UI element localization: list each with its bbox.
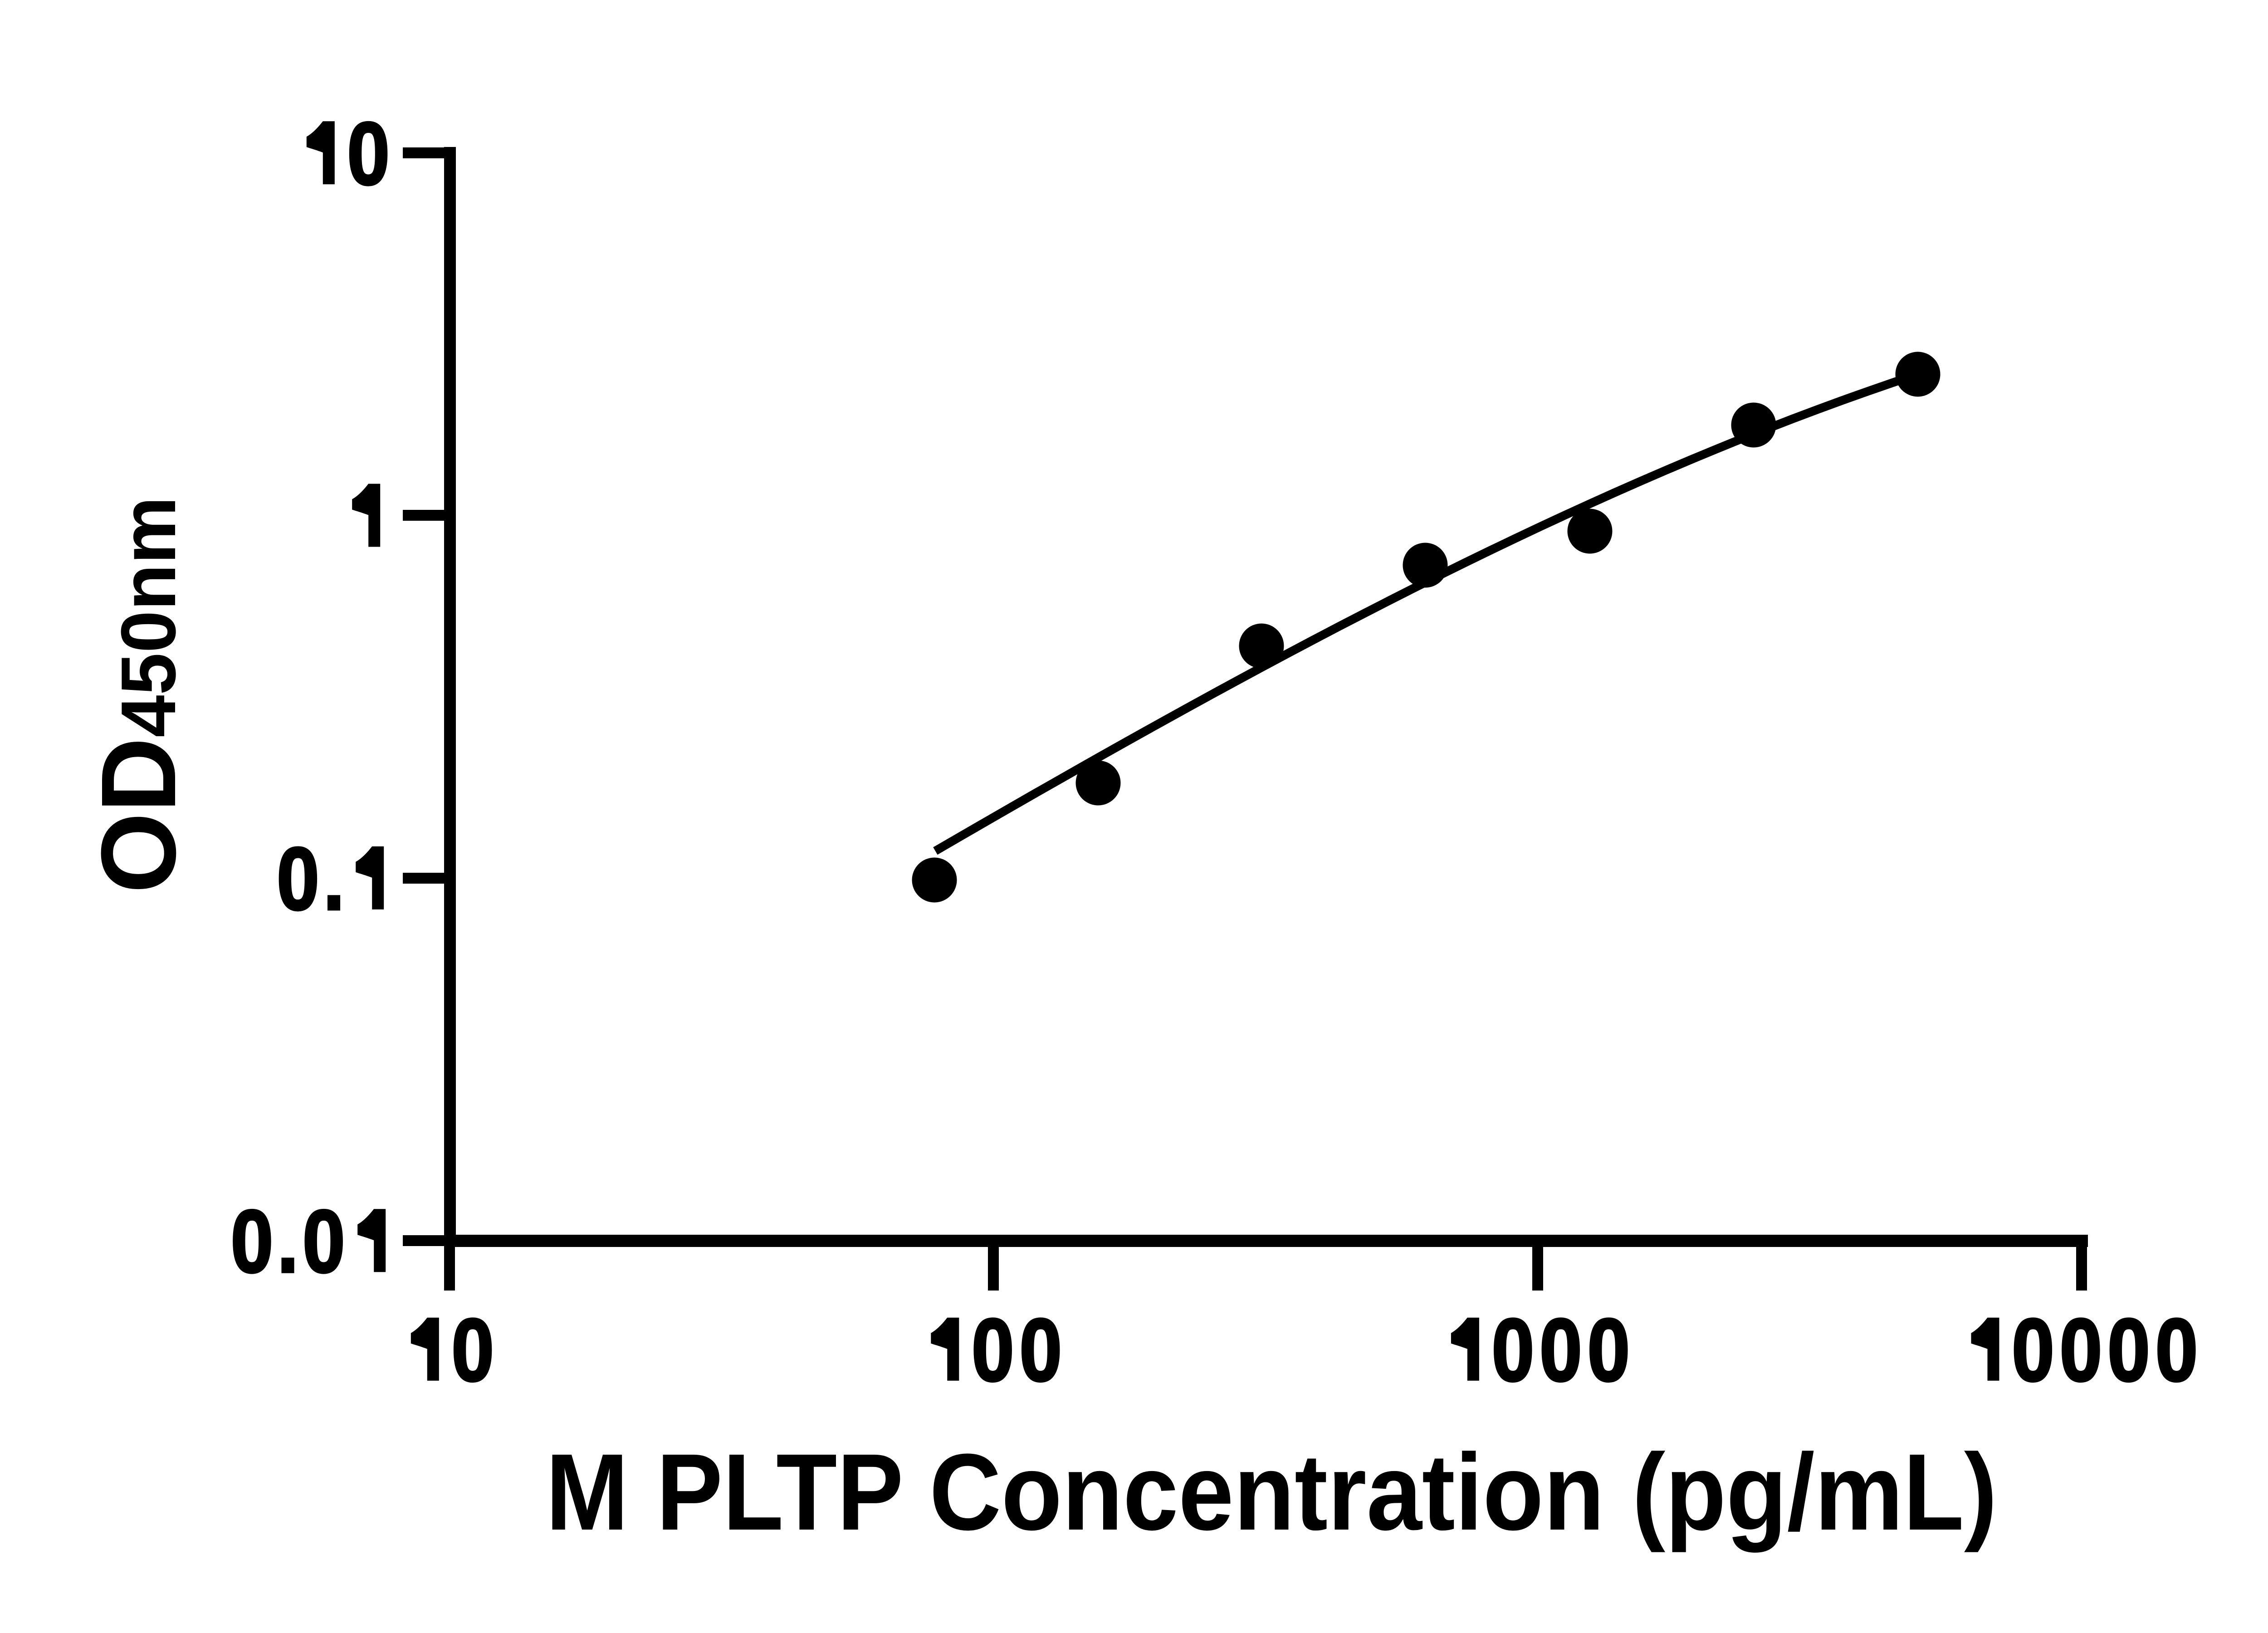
svg-text:0: 0 — [231, 1192, 274, 1291]
svg-text:M PLTP Concentration (pg/mL): M PLTP Concentration (pg/mL) — [546, 1431, 1997, 1553]
svg-text:0: 0 — [347, 104, 390, 203]
svg-text:0: 0 — [2107, 1301, 2150, 1400]
svg-text:0: 0 — [1540, 1301, 1582, 1400]
svg-text:.: . — [323, 829, 345, 929]
svg-text:.: . — [277, 1192, 298, 1291]
svg-text:0: 0 — [2156, 1301, 2198, 1400]
svg-text:0: 0 — [1492, 1301, 1535, 1400]
svg-text:0: 0 — [2060, 1301, 2102, 1400]
svg-text:0: 0 — [2012, 1301, 2054, 1400]
svg-text:0: 0 — [972, 1301, 1014, 1400]
svg-text:0: 0 — [451, 1301, 494, 1400]
svg-text:0: 0 — [277, 829, 319, 929]
svg-text:0: 0 — [303, 1192, 345, 1291]
svg-text:0: 0 — [1588, 1301, 1630, 1400]
svg-text:0: 0 — [1019, 1301, 1062, 1400]
